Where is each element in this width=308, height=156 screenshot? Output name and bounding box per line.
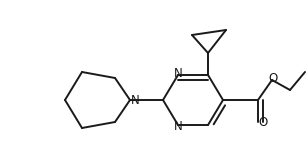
Text: N: N: [174, 120, 182, 133]
Text: N: N: [131, 93, 140, 107]
Text: O: O: [258, 117, 268, 129]
Text: N: N: [174, 67, 182, 80]
Text: O: O: [268, 71, 278, 85]
